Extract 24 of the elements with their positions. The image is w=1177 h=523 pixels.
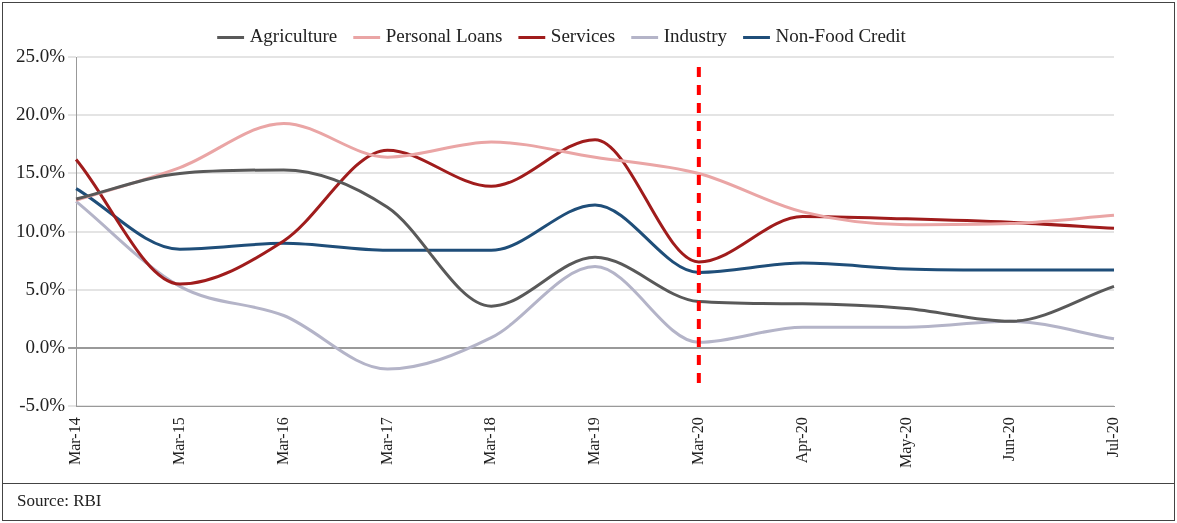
- x-tick-label: Jul-20: [1104, 417, 1122, 458]
- y-tick-label: 20.0%: [16, 103, 66, 125]
- x-tick-label: Mar-20: [689, 417, 707, 466]
- x-tick-label: Mar-14: [66, 417, 84, 466]
- x-tick-label: Mar-18: [481, 417, 499, 466]
- y-tick-label: 25.0%: [16, 44, 66, 66]
- y-tick-label: 10.0%: [16, 219, 66, 241]
- y-tick-label: 0.0%: [25, 336, 66, 358]
- x-tick-label: May-20: [896, 417, 915, 468]
- source-note: Source: RBI: [17, 491, 102, 511]
- legend-label: Services: [550, 25, 616, 47]
- x-tick-label: Apr-20: [792, 417, 811, 464]
- x-tick-label: Jun-20: [1000, 417, 1018, 461]
- y-tick-label: 15.0%: [16, 161, 66, 183]
- legend-label: Personal Loans: [385, 25, 503, 47]
- y-tick-label: -5.0%: [19, 394, 66, 416]
- legend-label: Industry: [663, 25, 728, 47]
- x-tick-label: Mar-17: [377, 417, 395, 466]
- x-tick-label: Mar-19: [585, 417, 603, 466]
- legend-label: Non-Food Credit: [775, 25, 907, 47]
- x-tick-label: Mar-16: [273, 417, 291, 466]
- x-tick-label: Mar-15: [170, 417, 188, 466]
- legend-label: Agriculture: [249, 25, 338, 47]
- y-tick-label: 5.0%: [25, 277, 66, 299]
